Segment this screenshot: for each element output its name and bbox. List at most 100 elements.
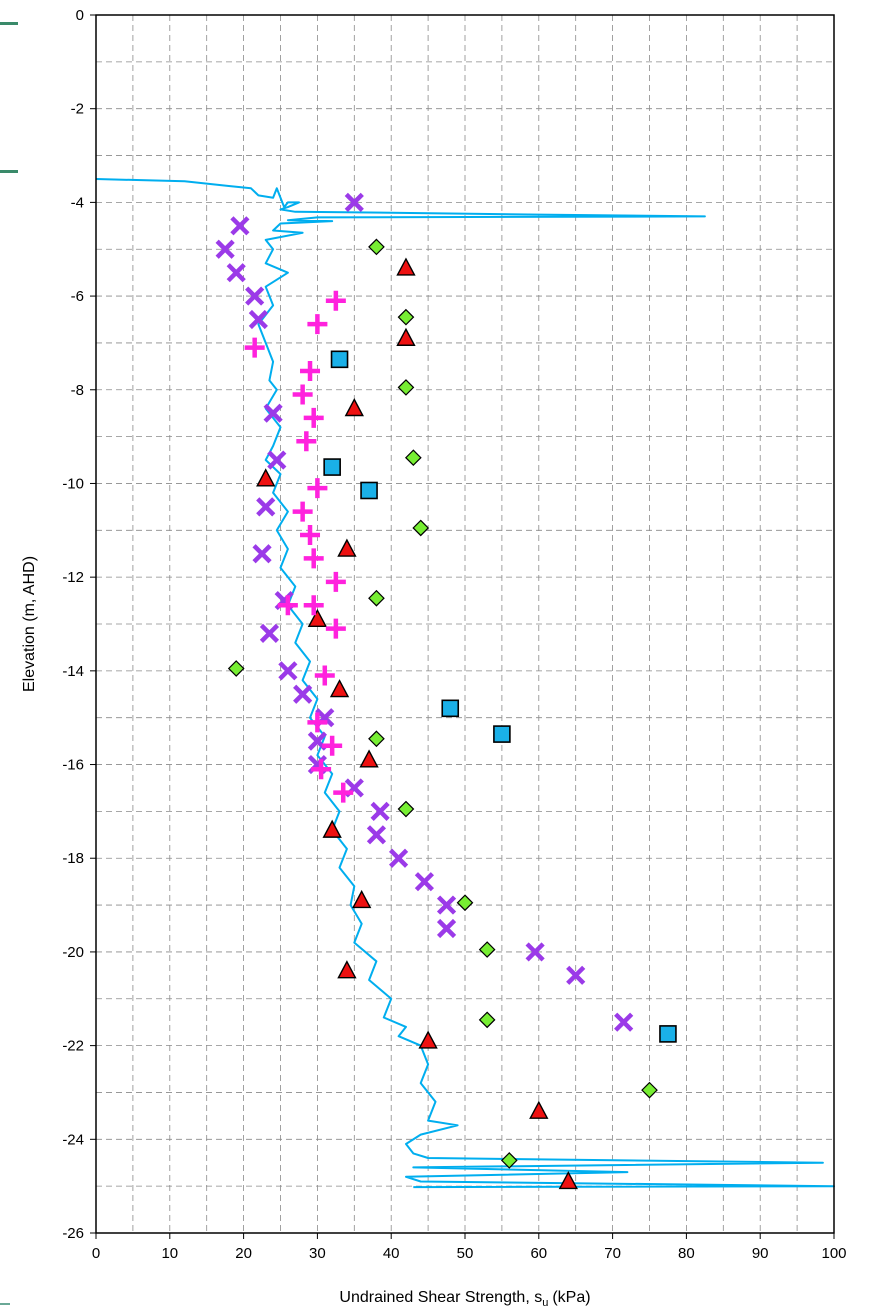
triangle-point (307, 608, 328, 628)
triangle-point (558, 1170, 578, 1190)
plus-point (292, 501, 313, 522)
x-point (566, 965, 586, 985)
x-tick-label: 40 (383, 1245, 400, 1262)
plus-point (307, 478, 328, 499)
square-point (441, 699, 460, 718)
x-point (267, 450, 287, 470)
triangle-point (337, 538, 357, 557)
x-point (263, 403, 283, 423)
y-tick-label: -12 (62, 569, 84, 586)
plus-point (296, 431, 317, 452)
square-point (360, 481, 378, 500)
y-tick-label: -6 (71, 288, 84, 305)
y-tick-label: 0 (76, 7, 84, 24)
y-tick-label: -8 (71, 382, 84, 399)
diamond-point (368, 589, 385, 607)
x-axis-title-unit: (kPa) (552, 1289, 590, 1306)
square-point (659, 1025, 677, 1043)
x-point (436, 895, 457, 915)
y-tick-label: -10 (62, 475, 84, 492)
diamond-point (227, 660, 245, 677)
y-tick-label: -26 (62, 1225, 84, 1242)
x-tick-label: 50 (457, 1245, 474, 1262)
x-point (226, 263, 246, 283)
plus-point (303, 407, 324, 428)
diamond-point (478, 941, 496, 958)
triangle-point (337, 960, 357, 979)
plus-point (277, 595, 298, 616)
x-tick-label: 20 (235, 1245, 252, 1262)
x-point (436, 918, 457, 939)
plus-point (314, 665, 335, 686)
plus-point (322, 735, 343, 756)
diamond-point (404, 449, 422, 467)
x-point (278, 661, 298, 681)
square-point (330, 350, 349, 369)
diamond-point (456, 894, 474, 912)
plus-point (307, 712, 328, 733)
triangle-point (396, 327, 416, 346)
triangle-point (418, 1030, 438, 1049)
diamond-point (397, 800, 415, 818)
triangle-point (529, 1100, 549, 1119)
plus-point (333, 782, 354, 803)
y-tick-label: -16 (62, 757, 84, 774)
plus-point (307, 314, 328, 335)
plus-point (303, 548, 324, 569)
y-axis-title: Elevation (m, AHD) (21, 556, 38, 692)
x-tick-label: 70 (604, 1245, 621, 1262)
diamond-point (368, 730, 385, 748)
x-point (252, 544, 272, 564)
square-point (493, 725, 511, 743)
diamond-point (412, 519, 430, 537)
diamond-point (397, 308, 415, 326)
x-tick-label: 80 (678, 1245, 695, 1262)
cpt-profile-line (95, 178, 835, 1189)
triangle-point (329, 679, 350, 698)
x-point (370, 801, 390, 821)
grid (96, 15, 834, 1233)
x-point (344, 192, 364, 212)
y-tick-label: -24 (62, 1131, 84, 1148)
diamond-point (397, 379, 415, 396)
axes: 0 10 20 30 40 50 60 70 80 90 100 0 -2 -4 -6 -8 -10 -12 -14… (62, 7, 846, 1262)
x-tick-label: 0 (92, 1245, 100, 1262)
left-edge-mark-top (0, 22, 18, 25)
x-point (248, 309, 268, 330)
y-tick-label: -4 (71, 194, 84, 211)
left-edge-mark-middle (0, 170, 18, 173)
triangle-point (359, 749, 379, 768)
y-tick-label: -2 (71, 101, 84, 118)
triangle-point (352, 889, 372, 909)
triangle-point (256, 468, 276, 487)
diamond-point (641, 1081, 658, 1099)
plus-point (300, 524, 321, 545)
x-point (388, 848, 409, 868)
x-point (230, 216, 250, 236)
plus-point (244, 337, 265, 358)
plus-point (325, 618, 346, 639)
left-edge-mark-bottom (0, 1303, 10, 1305)
x-point (293, 684, 313, 704)
plus-point (311, 759, 332, 780)
x-point (259, 623, 280, 643)
x-tick-label: 30 (309, 1245, 326, 1262)
x-tick-label: 10 (161, 1245, 178, 1262)
x-axis-title: Undrained Shear Strength, su (kPa) (339, 1289, 590, 1309)
x-point (525, 942, 545, 962)
diamond-point (500, 1152, 518, 1169)
plus-point (325, 571, 346, 592)
x-axis-title-subscript: u (542, 1297, 548, 1309)
diamond-point (368, 238, 385, 256)
x-point (256, 497, 276, 517)
y-tick-label: -18 (62, 850, 84, 867)
triangle-point (344, 398, 364, 417)
plus-point (300, 361, 321, 382)
x-point (215, 239, 235, 259)
x-tick-label: 100 (821, 1245, 846, 1262)
plus-point (292, 384, 313, 405)
y-tick-label: -14 (62, 663, 84, 680)
y-tick-label: -20 (62, 944, 84, 961)
plus-point (325, 290, 346, 311)
